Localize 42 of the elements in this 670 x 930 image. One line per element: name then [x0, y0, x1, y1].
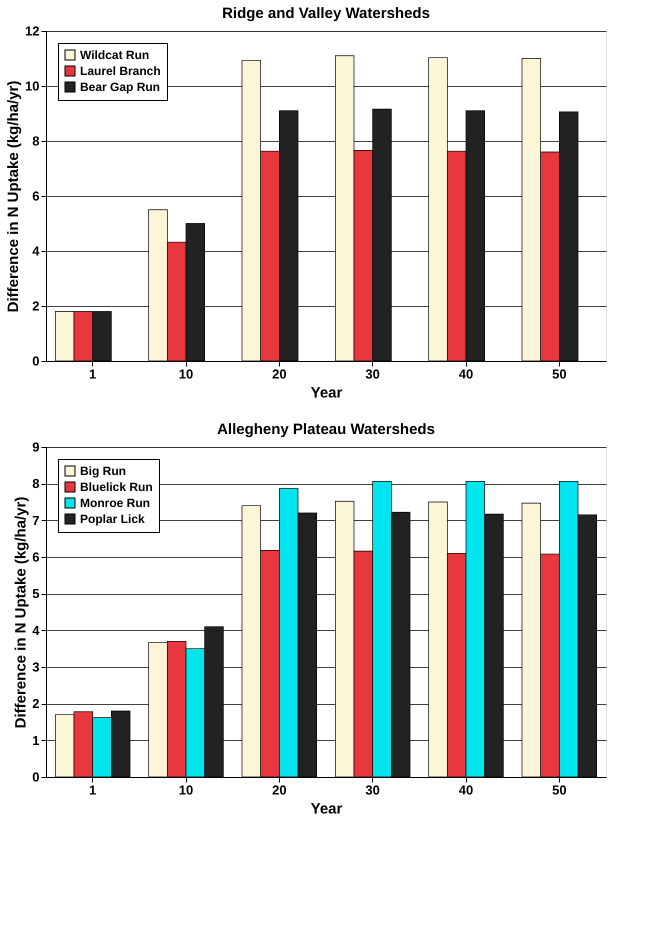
y-tick-label: 0: [32, 354, 40, 368]
x-tick-label: 20: [272, 366, 287, 382]
y-tick-label: 12: [25, 24, 40, 38]
legend-label: Poplar Lick: [80, 512, 146, 526]
y-axis-title: Difference in N Uptake (kg/ha/yr): [5, 80, 22, 312]
x-tick-label: 10: [178, 782, 194, 798]
chart-title: Ridge and Valley Watersheds: [222, 5, 430, 22]
x-tick-label: 10: [178, 366, 194, 382]
y-tick-label: 6: [32, 188, 40, 204]
x-tick-label: 1: [89, 366, 96, 382]
x-tick-label: 50: [552, 366, 567, 382]
x-axis-title: Year: [310, 384, 343, 402]
y-tick-label: 8: [32, 134, 40, 148]
legend-label: Bluelick Run: [80, 480, 153, 494]
legend-label: Big Run: [80, 464, 126, 478]
x-tick-label: 1: [89, 782, 96, 798]
y-tick-label: 6: [32, 550, 40, 564]
x-tick-label: 40: [458, 366, 474, 382]
y-tick-label: 4: [32, 622, 40, 638]
y-tick-label: 8: [32, 476, 40, 492]
y-tick-label: 5: [32, 586, 40, 602]
x-tick-label: 50: [552, 782, 567, 798]
y-tick-label: 4: [32, 244, 40, 258]
y-tick-label: 3: [32, 660, 40, 674]
y-tick-label: 0: [32, 770, 40, 784]
y-tick-label: 9: [32, 440, 40, 454]
y-tick-label: 7: [32, 512, 40, 528]
y-tick-label: 1: [32, 732, 40, 748]
legend-label: Laurel Branch: [80, 64, 161, 78]
legend-label: Monroe Run: [80, 496, 150, 510]
x-tick-label: 30: [365, 366, 380, 382]
y-axis-title: Difference in N Uptake (kg/ha/yr): [12, 496, 30, 728]
legend-label: Wildcat Run: [80, 48, 150, 62]
legend-label: Bear Gap Run: [80, 80, 160, 94]
x-tick-label: 30: [365, 782, 380, 798]
x-axis-title: Year: [310, 800, 343, 818]
x-tick-label: 40: [458, 782, 474, 798]
y-tick-label: 2: [32, 696, 40, 712]
x-tick-label: 20: [272, 782, 287, 798]
y-tick-label: 2: [32, 298, 40, 314]
y-tick-label: 10: [25, 78, 40, 94]
chart-title: Allegheny Plateau Watersheds: [217, 421, 435, 438]
